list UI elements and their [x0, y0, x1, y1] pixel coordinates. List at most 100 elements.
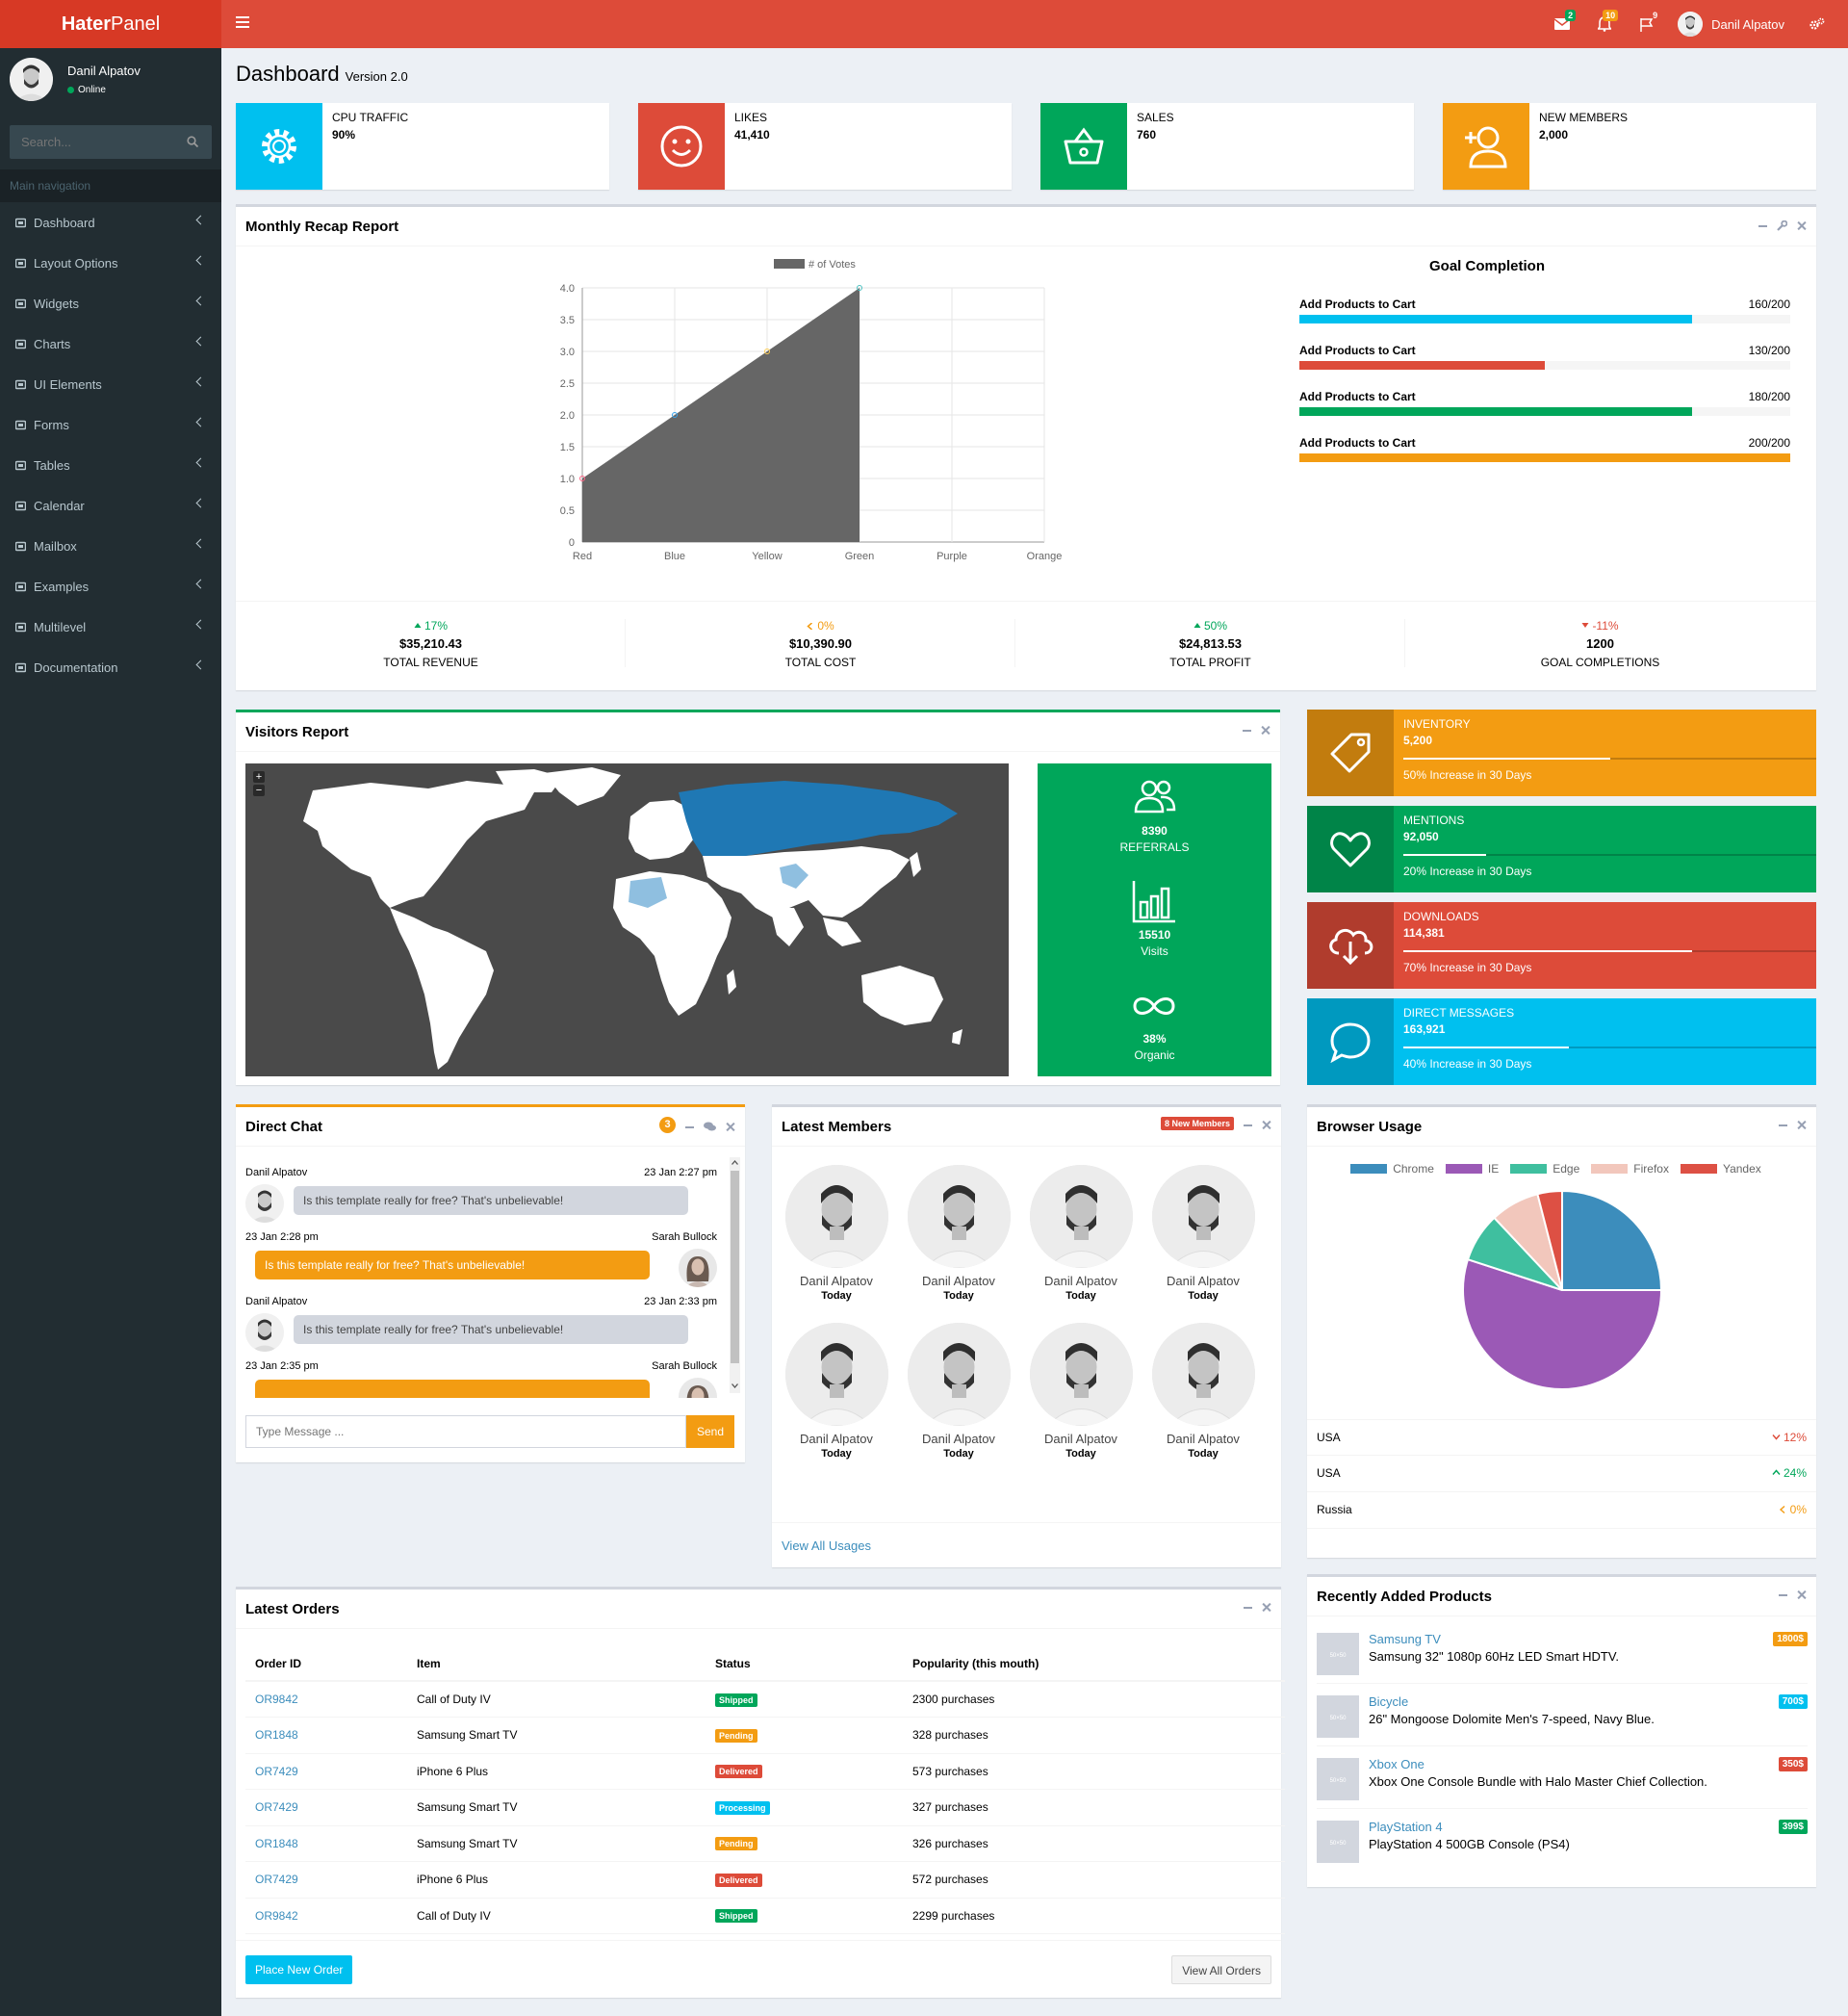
collapse-button[interactable]	[1779, 1124, 1787, 1126]
notifications-menu[interactable]: 10	[1583, 0, 1626, 48]
sidebar-item-forms[interactable]: Forms	[0, 404, 221, 445]
member-item[interactable]: Danil Alpatov Today	[1023, 1323, 1139, 1460]
sidebar-item-examples[interactable]: Examples	[0, 566, 221, 607]
close-button[interactable]	[1797, 1590, 1807, 1600]
chevron-down-icon[interactable]	[732, 1383, 738, 1388]
calendar-icon	[14, 500, 26, 511]
pie-slice-chrome[interactable]	[1561, 1189, 1663, 1291]
data-point[interactable]	[672, 412, 678, 418]
smile-icon	[638, 103, 725, 190]
order-id-link[interactable]: OR9842	[245, 1898, 407, 1934]
order-status-cell: Pending	[706, 1717, 903, 1754]
order-id-link[interactable]: OR7429	[245, 1753, 407, 1790]
sidebar-item-widgets[interactable]: Widgets	[0, 283, 221, 323]
place-new-order-button[interactable]: Place New Order	[245, 1955, 353, 1984]
description-value: $10,390.90	[788, 636, 853, 651]
product-name-link[interactable]: PlayStation 4	[1369, 1820, 1443, 1834]
sidebar-item-mailbox[interactable]: Mailbox	[0, 526, 221, 566]
product-name-link[interactable]: Samsung TV	[1369, 1632, 1441, 1646]
close-button[interactable]	[1797, 1121, 1807, 1130]
search-icon[interactable]	[187, 136, 198, 147]
sidebar-item-dashboard[interactable]: Dashboard	[0, 202, 221, 243]
chat-scrollbar-thumb[interactable]	[731, 1171, 739, 1363]
chat-scrollbar[interactable]	[730, 1157, 740, 1393]
member-item[interactable]: Danil Alpatov Today	[901, 1323, 1016, 1460]
sidebar-item-layout-options[interactable]: Layout Options	[0, 243, 221, 283]
product-name-link[interactable]: Bicycle	[1369, 1694, 1409, 1709]
chat-message-input[interactable]	[245, 1415, 686, 1448]
sidebar-toggle-icon[interactable]	[236, 16, 249, 28]
sidebar-item-calendar[interactable]: Calendar	[0, 485, 221, 526]
description-percentage-text: 17%	[424, 619, 449, 633]
close-button[interactable]	[726, 1123, 735, 1132]
control-sidebar-toggle[interactable]	[1808, 0, 1827, 48]
member-name[interactable]: Danil Alpatov	[800, 1274, 873, 1288]
search-input[interactable]	[10, 125, 173, 159]
map-zoom-out-button[interactable]: −	[253, 785, 265, 796]
collapse-button[interactable]	[1244, 1124, 1252, 1126]
collapse-button[interactable]	[1779, 1594, 1787, 1596]
member-item[interactable]: Danil Alpatov Today	[779, 1165, 894, 1302]
product-name-link[interactable]: Xbox One	[1369, 1757, 1424, 1771]
view-all-usages-link[interactable]: View All Usages	[782, 1538, 871, 1553]
messages-menu[interactable]: 2	[1541, 0, 1583, 48]
chat-messages[interactable]: Danil Alpatov 23 Jan 2:27 pm Is this templ…	[245, 1157, 727, 1398]
order-id-link[interactable]: OR7429	[245, 1789, 407, 1826]
sidebar-item-tables[interactable]: Tables	[0, 445, 221, 485]
collapse-button[interactable]	[1243, 730, 1251, 732]
member-name[interactable]: Danil Alpatov	[1167, 1274, 1240, 1288]
member-item[interactable]: Danil Alpatov Today	[1145, 1165, 1261, 1302]
list-item[interactable]: USA 12%	[1307, 1419, 1816, 1456]
description-block: 17% $35,210.43 TOTAL REVENUE	[236, 619, 626, 669]
data-point[interactable]	[579, 476, 585, 481]
pie-slice-yandex[interactable]	[1536, 1189, 1563, 1291]
close-button[interactable]	[1262, 1603, 1271, 1613]
order-id-link[interactable]: OR1848	[245, 1825, 407, 1862]
brand-logo[interactable]: HaterPanel	[0, 0, 221, 48]
member-name[interactable]: Danil Alpatov	[922, 1274, 995, 1288]
map-zoom-in-button[interactable]: +	[253, 771, 265, 783]
collapse-button[interactable]	[1244, 1607, 1252, 1609]
close-button[interactable]	[1797, 221, 1807, 231]
member-item[interactable]: Danil Alpatov Today	[779, 1323, 894, 1460]
member-name[interactable]: Danil Alpatov	[922, 1432, 995, 1446]
sidebar-item-ui-elements[interactable]: UI Elements	[0, 364, 221, 404]
order-id-link[interactable]: OR7429	[245, 1861, 407, 1899]
goal-completion-title-text: Goal Completion	[1429, 258, 1545, 274]
data-point[interactable]	[764, 349, 770, 354]
box-title: Browser Usage	[1317, 1119, 1423, 1135]
order-id-link[interactable]: OR9842	[245, 1681, 407, 1718]
legend-label: Edge	[1553, 1162, 1580, 1176]
list-item[interactable]: USA 24%	[1307, 1456, 1816, 1492]
tasks-menu[interactable]: 9	[1626, 0, 1668, 48]
world-map[interactable]: + −	[245, 763, 1009, 1076]
member-name[interactable]: Danil Alpatov	[1167, 1432, 1240, 1446]
browser-usage-box: Browser Usage Chrome IE Edge Firefox Yandex …	[1307, 1104, 1816, 1558]
pie-slice-ie[interactable]	[1462, 1257, 1663, 1390]
member-name[interactable]: Danil Alpatov	[1044, 1274, 1117, 1288]
order-id-link[interactable]: OR1848	[245, 1717, 407, 1754]
data-point[interactable]	[857, 285, 862, 291]
chevron-up-icon[interactable]	[732, 1160, 738, 1165]
sidebar-item-documentation[interactable]: Documentation	[0, 647, 221, 687]
send-button[interactable]: Send	[686, 1415, 734, 1448]
member-item[interactable]: Danil Alpatov Today	[1145, 1323, 1261, 1460]
list-item[interactable]: Russia 0%	[1307, 1492, 1816, 1529]
comments-icon[interactable]	[704, 1122, 716, 1132]
collapse-button[interactable]	[1758, 224, 1767, 227]
user-menu[interactable]: Danil Alpatov	[1678, 12, 1784, 37]
sidebar-item-charts[interactable]: Charts	[0, 323, 221, 364]
member-item[interactable]: Danil Alpatov Today	[901, 1165, 1016, 1302]
member-name[interactable]: Danil Alpatov	[800, 1432, 873, 1446]
close-button[interactable]	[1261, 726, 1270, 736]
status-badge: Shipped	[715, 1909, 757, 1924]
view-all-orders-button[interactable]: View All Orders	[1171, 1955, 1271, 1984]
sidebar-item-multilevel[interactable]: Multilevel	[0, 607, 221, 647]
wrench-icon[interactable]	[1777, 220, 1787, 231]
close-button[interactable]	[1262, 1121, 1271, 1130]
member-item[interactable]: Danil Alpatov Today	[1023, 1165, 1139, 1302]
description-label: TOTAL PROFIT	[1169, 656, 1251, 669]
collapse-button[interactable]	[685, 1125, 694, 1128]
member-name[interactable]: Danil Alpatov	[1044, 1432, 1117, 1446]
table-row: OR7429 iPhone 6 Plus Delivered 572 purchase…	[245, 1861, 1285, 1899]
